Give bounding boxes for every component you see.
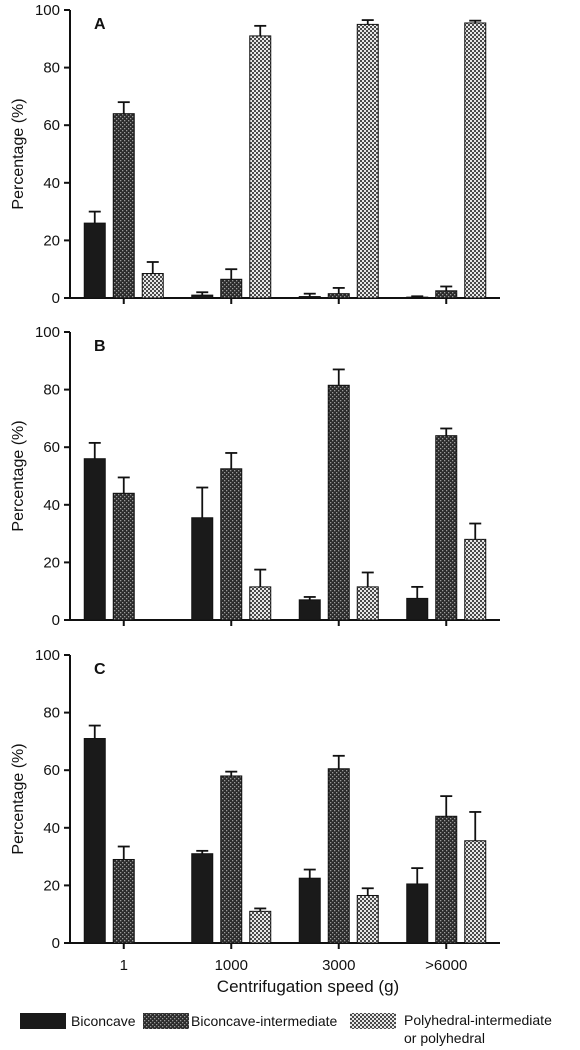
y-tick-label-b: 40 — [43, 497, 60, 514]
bar-polyhedral-a — [141, 273, 164, 299]
bar-biconcave-intermediate-c — [112, 858, 135, 944]
bar-polyhedral-c — [249, 910, 272, 944]
bar-biconcave-b — [83, 458, 106, 621]
panel-a: 0 20 40 60 80 100 Percentage (%) A — [10, 2, 500, 307]
panel-b: 0 20 40 60 80 100 Percentage (%) B — [10, 324, 500, 629]
y-tick-label-a: 60 — [43, 117, 60, 134]
x-tick-label: >6000 — [425, 957, 467, 974]
legend-label-polyhedral-line2: or polyhedral — [404, 1030, 485, 1046]
x-axis-title: Centrifugation speed (g) — [217, 977, 399, 996]
bar-biconcave-b — [406, 597, 429, 621]
bar-polyhedral-a — [356, 23, 379, 299]
y-tick-label-c: 40 — [43, 820, 60, 837]
bar-polyhedral-b — [464, 538, 487, 621]
y-tick-label-c: 80 — [43, 705, 60, 722]
panel-label-c: C — [94, 661, 106, 678]
y-tick-label-b: 60 — [43, 439, 60, 456]
y-tick-label-a: 20 — [43, 232, 60, 249]
bar-biconcave-intermediate-c — [435, 815, 458, 944]
y-tick-label-c: 20 — [43, 877, 60, 894]
y-tick-label-b: 80 — [43, 382, 60, 399]
bar-biconcave-intermediate-b — [327, 384, 350, 621]
bar-biconcave-b — [298, 599, 321, 621]
panel-label-b: B — [94, 338, 106, 355]
panel-label-a: A — [94, 16, 106, 33]
bar-biconcave-a — [406, 296, 429, 299]
bar-biconcave-intermediate-b — [220, 468, 243, 621]
y-axis-title-b: Percentage (%) — [10, 420, 27, 531]
legend: Biconcave Biconcave-intermediate Polyhed… — [20, 1012, 552, 1046]
bar-biconcave-a — [191, 294, 214, 299]
y-tick-label-c: 100 — [35, 647, 60, 664]
y-tick-label-a: 0 — [52, 290, 60, 307]
bar-biconcave-b — [191, 517, 214, 621]
y-tick-label-a: 80 — [43, 60, 60, 77]
bar-biconcave-intermediate-b — [112, 492, 135, 621]
y-tick-label-c: 60 — [43, 762, 60, 779]
bar-biconcave-c — [298, 877, 321, 944]
y-axis-title-a: Percentage (%) — [10, 98, 27, 209]
x-tick-label: 1000 — [215, 957, 248, 974]
legend-swatch-biconcave — [20, 1013, 66, 1029]
bar-biconcave-intermediate-a — [327, 293, 350, 299]
bar-biconcave-intermediate-c — [327, 768, 350, 944]
y-tick-label-b: 100 — [35, 324, 60, 341]
bar-biconcave-intermediate-a — [220, 278, 243, 299]
bar-biconcave-intermediate-a — [435, 290, 458, 299]
bar-biconcave-c — [191, 853, 214, 944]
bar-biconcave-a — [298, 296, 321, 299]
legend-swatch-polyhedral — [350, 1013, 396, 1029]
bar-biconcave-intermediate-b — [435, 435, 458, 621]
y-axis-title-c: Percentage (%) — [10, 743, 27, 854]
bar-biconcave-a — [83, 222, 106, 299]
legend-label-biconcave: Biconcave — [71, 1013, 136, 1029]
x-tick-label: 3000 — [322, 957, 355, 974]
y-tick-label-a: 100 — [35, 2, 60, 19]
panel-c: 0 20 40 60 80 100 1 1000 3000 >6000 Percentage (%)… — [10, 647, 500, 974]
bar-polyhedral-c — [464, 840, 487, 944]
legend-label-biconcave-intermediate: Biconcave-intermediate — [191, 1013, 338, 1029]
x-tick-label: 1 — [120, 957, 128, 974]
legend-label-polyhedral-line1: Polyhedral-intermediate — [404, 1012, 552, 1028]
y-tick-label-c: 0 — [52, 935, 60, 952]
y-tick-label-b: 20 — [43, 554, 60, 571]
bar-polyhedral-a — [249, 35, 272, 299]
bar-polyhedral-c — [356, 894, 379, 944]
bar-polyhedral-b — [356, 586, 379, 621]
bar-biconcave-c — [83, 738, 106, 944]
y-tick-label-b: 0 — [52, 612, 60, 629]
bar-polyhedral-b — [249, 586, 272, 621]
bar-biconcave-intermediate-a — [112, 113, 135, 299]
y-tick-label-a: 40 — [43, 175, 60, 192]
bar-polyhedral-a — [464, 22, 487, 299]
legend-swatch-biconcave-intermediate — [143, 1013, 189, 1029]
bar-biconcave-c — [406, 883, 429, 944]
bar-biconcave-intermediate-c — [220, 775, 243, 944]
